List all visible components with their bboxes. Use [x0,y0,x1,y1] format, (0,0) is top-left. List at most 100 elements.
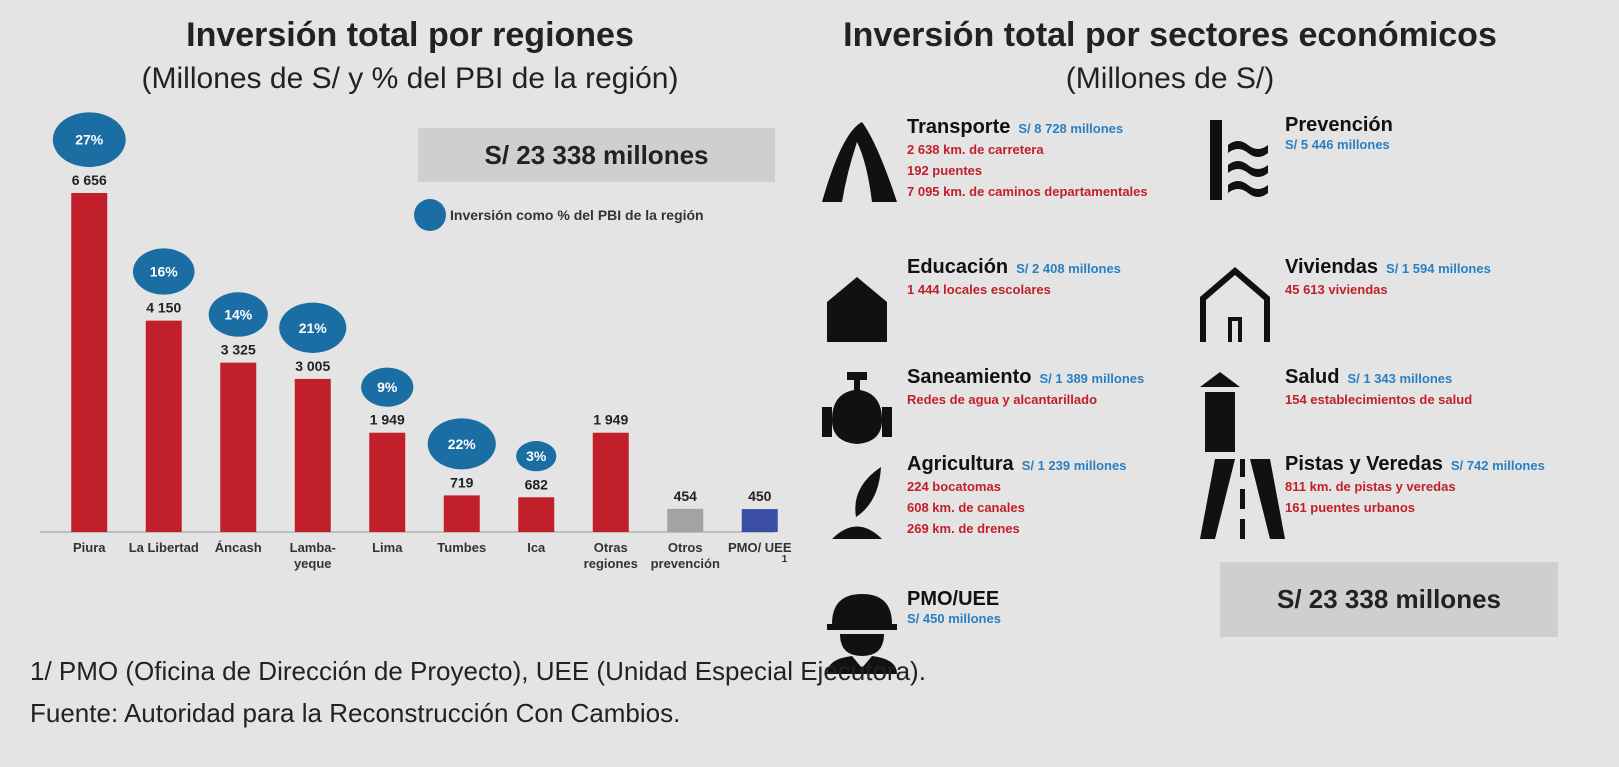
bar [369,432,406,532]
panel-subtitle: (Millones de S/) [1065,62,1275,95]
sector-header: Transporte S/ 8 728 millones [907,116,1187,139]
sector-icon [1200,267,1270,342]
sector-header: Saneamiento S/ 1 389 millones [907,366,1187,389]
sector: Pistas y Veredas S/ 742 millones 811 km. d… [1285,453,1565,518]
pct-bubble [52,112,126,167]
sector-icon [827,594,897,674]
pct-label: 3% [526,448,547,464]
x-tick-label: Tumbes [437,540,487,555]
sector-detail: 1 444 locales escolares [907,282,1051,297]
sector-header: Agricultura S/ 1 239 millones [907,453,1187,476]
sector-detail: 7 095 km. de caminos departamentales [907,184,1148,199]
bar [220,362,257,532]
pct-label: 22% [448,436,477,452]
sector-header: Salud S/ 1 343 millones [1285,366,1565,389]
sector-detail: 224 bocatomas [907,479,1001,494]
sector: Agricultura S/ 1 239 millones 224 bocatoma… [907,453,1187,539]
sector-detail: 2 638 km. de carretera [907,142,1044,157]
chart-title: Inversión total por regiones [186,16,634,54]
chart-subtitle: (Millones de S/ y % del PBI de la región… [141,62,679,95]
sector-amount: S/ 1 594 millones [1386,261,1491,276]
sector-name: PMO/UEE [907,588,1000,610]
sector-name: Educación [907,256,1009,278]
sector-detail: Redes de agua y alcantarillado [907,392,1098,407]
pct-label: 27% [75,132,104,148]
sector-header: Prevención [1285,114,1565,137]
sector: Salud S/ 1 343 millones 154 establecimient… [1285,366,1565,410]
sector: Transporte S/ 8 728 millones 2 638 km. de … [907,116,1187,202]
source: Fuente: Autoridad para la Reconstrucción… [30,698,681,728]
bar [518,497,555,532]
value-label: 3 005 [295,358,330,374]
panel-title: Inversión total por sectores económicos [843,16,1497,54]
sector-name: Prevención [1285,114,1393,136]
pct-bubble [516,441,557,472]
bar [294,378,331,532]
sector-detail: 154 establecimientos de salud [1285,392,1473,407]
value-label: 1 949 [593,412,628,428]
x-tick-label: PMO/ UEE [727,540,792,555]
legend-label: Inversión como % del PBI de la región [450,207,704,223]
legend-swatch [414,199,446,231]
sector: Viviendas S/ 1 594 millones 45 613 viviend… [1285,256,1565,300]
pct-label: 21% [299,320,328,336]
sector-header: Educación S/ 2 408 millones [907,256,1187,279]
sector-detail: 811 km. de pistas y veredas [1285,479,1456,494]
sector-amount: S/ 5 446 millones [1285,137,1390,152]
sector-amount: S/ 1 343 millones [1347,371,1453,386]
sector-detail: 45 613 viviendas [1285,282,1388,297]
pct-bubble [427,418,496,470]
value-label: 454 [674,488,698,504]
bar [71,193,108,532]
sector-icon [832,467,882,539]
sector-name: Saneamiento [907,366,1032,388]
bar [667,508,704,532]
sector-icon [1200,372,1240,452]
value-label: 682 [525,476,549,492]
pct-label: 14% [224,306,253,322]
sector-detail: 269 km. de drenes [907,521,1020,536]
sector-name: Pistas y Veredas [1285,453,1443,475]
sector: Educación S/ 2 408 millones 1 444 locales … [907,256,1187,300]
sector-name: Transporte [907,116,1011,138]
panel-total-box: S/ 23 338 millones [1220,562,1558,637]
chart: Inversión como % del PBI de la región 6 … [40,112,788,565]
x-tick-label: Piura [72,540,106,555]
sector-name: Agricultura [907,453,1014,475]
sector: Saneamiento S/ 1 389 millones Redes de agu… [907,366,1187,410]
sector-header: PMO/UEE [907,588,1187,611]
x-tick-label: Lima [372,540,403,555]
pct-bubble [279,302,347,353]
sector-amount: S/ 2 408 millones [1016,261,1121,276]
pct-bubble [132,248,195,295]
sector-amount: S/ 742 millones [1450,458,1545,473]
sector-amount: S/ 8 728 millones [1018,121,1124,136]
sector-icon [822,372,892,444]
sector-detail: 161 puentes urbanos [1285,500,1416,515]
sector-amount: S/ 1 239 millones [1021,458,1127,473]
sector-name: Salud [1285,366,1340,388]
bar [741,509,778,532]
bar [592,432,629,532]
sector-amount: S/ 450 millones [907,611,1001,626]
x-tick-label: Lamba-yeque [289,540,336,571]
bar [443,495,480,532]
pct-bubble [361,367,414,407]
footnote-marker: 1 [782,554,788,565]
value-label: 719 [450,474,474,490]
footnote: 1/ PMO (Oficina de Dirección de Proyecto… [30,656,926,686]
sector-name: Viviendas [1285,256,1379,278]
sector-icon [1200,459,1285,539]
sector-icon [827,277,887,342]
sector-header: Pistas y Veredas S/ 742 millones [1285,453,1565,476]
value-label: 450 [748,488,772,504]
value-label: 6 656 [72,172,107,188]
sector-detail: 608 km. de canales [907,500,1025,515]
pct-label: 9% [377,379,398,395]
total-box: S/ 23 338 millones [418,128,775,182]
value-label: 3 325 [221,342,256,358]
sector: Prevención S/ 5 446 millones [1285,114,1565,152]
value-label: 4 150 [146,300,181,316]
pct-bubble [208,292,268,337]
